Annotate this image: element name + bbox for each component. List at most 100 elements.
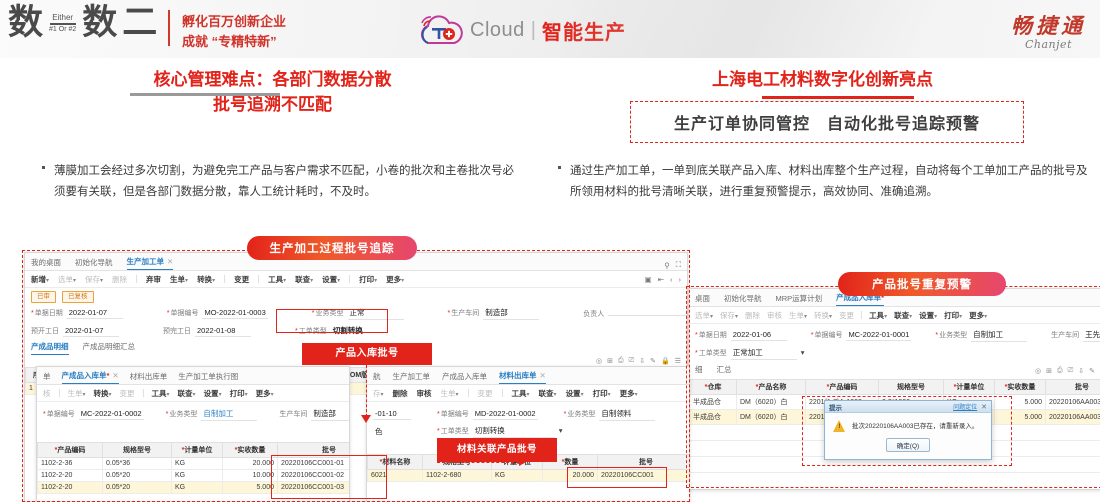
- toolbar-approve[interactable]: 审核: [767, 310, 782, 321]
- field-order-number[interactable]: *单据编号 MC-2022-01-0002: [43, 409, 144, 420]
- toolbar-linkquery[interactable]: 联查▾: [295, 274, 313, 285]
- toolbar-more[interactable]: 更多▾: [256, 388, 274, 399]
- toolbar-delete[interactable]: 删除: [393, 388, 408, 399]
- field-order-date[interactable]: *单据日期 2022-01-07: [31, 308, 123, 319]
- sort-icon[interactable]: ⇩: [639, 357, 645, 365]
- toolbar-generate-doc[interactable]: 生单▾: [68, 388, 86, 399]
- toolbar-change[interactable]: 变更: [234, 274, 249, 285]
- tab-init-nav[interactable]: 初始化导航: [724, 293, 762, 306]
- tab-close-icon[interactable]: ✕: [540, 371, 546, 380]
- table-row[interactable]: 1102-2-20 0.05*20 KG 10.000 20220106CC00…: [38, 470, 351, 482]
- problem-locate-link[interactable]: 问题定位: [953, 402, 977, 411]
- duplicate-batch-dialog[interactable]: 提示 问题定位 ✕ ! 批次20220106AA003已存在，请重新录入。 确定…: [824, 400, 992, 460]
- subtab-detail[interactable]: 细: [695, 364, 703, 377]
- toolbar-save[interactable]: 保存▾: [85, 274, 103, 285]
- copy-row-icon[interactable]: ⎙: [1057, 367, 1063, 375]
- toolbar-generate-doc[interactable]: 生单▾: [789, 310, 807, 321]
- locate-icon[interactable]: ◎: [596, 357, 602, 365]
- tab-mrp-plan[interactable]: MRP运算计划: [776, 293, 823, 306]
- window-material-out[interactable]: 航 生产加工单 产成品入库单 材料出库单✕ 存▾ 删除 审核 生单▾ 变更 工具…: [366, 366, 690, 502]
- tab-my-desktop[interactable]: 我的桌面: [31, 257, 61, 270]
- tab-close-icon[interactable]: ✕: [167, 257, 173, 266]
- ok-button[interactable]: 确定(Q): [886, 438, 930, 452]
- toolbar-settings[interactable]: 设置▾: [566, 388, 584, 399]
- tab-material-out[interactable]: 材料出库单: [130, 371, 168, 384]
- field-order-number[interactable]: *单据编号 MC-2022-01-0001: [811, 330, 912, 341]
- tab-exec-chart[interactable]: 生产加工单执行图: [178, 371, 238, 384]
- toolbar-delete[interactable]: 删除: [745, 310, 760, 321]
- field-work-order-type[interactable]: *工单类型 切割转换 ▾: [437, 425, 563, 438]
- filter-icon[interactable]: ☰: [675, 357, 681, 365]
- field-order-date[interactable]: *单据日期 2022-01-06: [695, 330, 787, 341]
- toolbar-save[interactable]: 存▾: [373, 388, 384, 399]
- toolbar-select-doc[interactable]: 选单▾: [58, 274, 76, 285]
- tab-doc[interactable]: 单: [43, 371, 51, 384]
- toolbar-change[interactable]: 变更: [839, 310, 854, 321]
- next-page-icon[interactable]: ›: [679, 275, 682, 284]
- tab-inbound-order[interactable]: 产成品入库单*✕: [62, 370, 119, 384]
- field-order-date[interactable]: -01-10: [373, 409, 411, 420]
- toolbar-change[interactable]: 变更: [120, 388, 135, 399]
- table-row[interactable]: 1102-2-36 0.05*36 KG 20.000 20220106CC00…: [38, 458, 351, 470]
- lock-icon[interactable]: 🔒: [661, 357, 670, 365]
- sort-icon[interactable]: ⇩: [1078, 367, 1084, 375]
- chevron-down-icon[interactable]: ▾: [801, 348, 805, 357]
- field-business-type[interactable]: *业务类型 正常: [312, 307, 404, 320]
- toolbar-print[interactable]: 打印▾: [944, 310, 962, 321]
- field-workshop[interactable]: 生产车间 制造部: [279, 408, 350, 421]
- toolbar-save[interactable]: 保存▾: [720, 310, 738, 321]
- field-business-type[interactable]: *业务类型 自制加工: [166, 408, 258, 421]
- toolbar-convert[interactable]: 转换▾: [814, 310, 832, 321]
- toolbar-convert[interactable]: 转换▾: [94, 388, 112, 399]
- grid-inbound-mid[interactable]: *产品编码 规格型号 *计量单位 *实收数量 批号 1102-2-36 0.05…: [37, 442, 350, 494]
- table-row[interactable]: 1102-2-20 0.05*20 KG 5.000 20220106CC001…: [38, 482, 351, 494]
- tab-close-icon[interactable]: ✕: [112, 371, 118, 380]
- toolbar-tools[interactable]: 工具▾: [152, 388, 170, 399]
- paste-row-icon[interactable]: ⎚: [1068, 367, 1074, 375]
- field-owner[interactable]: 负责人: [583, 309, 688, 319]
- field-plan-start[interactable]: 预开工日 2022-01-07: [31, 326, 119, 337]
- toolbar-generate-doc[interactable]: 生单▾: [170, 274, 188, 285]
- toolbar-tools[interactable]: 工具▾: [869, 310, 887, 321]
- add-row-icon[interactable]: ⊞: [607, 357, 613, 365]
- locate-icon[interactable]: ◎: [1035, 367, 1041, 375]
- toolbar-linkquery[interactable]: 联查▾: [894, 310, 912, 321]
- toolbar-tools[interactable]: 工具▾: [512, 388, 530, 399]
- field-order-number[interactable]: *单据编号 MO-2022-01-0003: [167, 308, 268, 319]
- toolbar-more[interactable]: 更多▾: [620, 388, 638, 399]
- toolbar-print[interactable]: 打印▾: [359, 274, 377, 285]
- paste-row-icon[interactable]: ⎚: [629, 357, 635, 365]
- fullscreen-icon[interactable]: ⛶: [676, 260, 681, 270]
- tab-init-nav[interactable]: 初始化导航: [75, 257, 113, 270]
- field-workshop[interactable]: 生产车间 王先云+1号机: [1051, 329, 1100, 342]
- field-work-order-type[interactable]: *工单类型 切割转换: [295, 325, 387, 337]
- tab-production-order[interactable]: 生产加工单✕: [127, 256, 174, 270]
- chevron-down-icon[interactable]: ▾: [559, 426, 563, 435]
- tab-nav[interactable]: 航: [373, 371, 381, 384]
- toolbar-delete[interactable]: 删除: [112, 274, 127, 285]
- subtab-finished-detail[interactable]: 产成品明细: [31, 341, 69, 355]
- prev-page-icon[interactable]: ‹: [670, 275, 673, 284]
- window-inbound-mid[interactable]: 单 产成品入库单*✕ 材料出库单 生产加工单执行图 核 生单▾ 转换▾ 变更 工…: [36, 366, 350, 502]
- toolbar-settings[interactable]: 设置▾: [322, 274, 340, 285]
- tab-material-out[interactable]: 材料出库单✕: [499, 370, 546, 384]
- field-business-type[interactable]: *业务类型 自制加工: [935, 329, 1027, 342]
- subtab-finished-summary[interactable]: 产成品明细汇总: [83, 341, 136, 355]
- grid-view-icon[interactable]: ▣: [645, 275, 652, 284]
- toolbar-settings[interactable]: 设置▾: [204, 388, 222, 399]
- toolbar-generate-doc[interactable]: 生单▾: [441, 388, 459, 399]
- add-row-icon[interactable]: ⊞: [1046, 367, 1052, 375]
- toolbar-more[interactable]: 更多▾: [969, 310, 987, 321]
- toolbar-linkquery[interactable]: 联查▾: [178, 388, 196, 399]
- search-icon[interactable]: ⚲: [664, 261, 670, 270]
- tab-inbound-order[interactable]: 产成品入库单: [442, 371, 487, 384]
- tab-production-order[interactable]: 生产加工单: [393, 371, 431, 384]
- toolbar-add[interactable]: 新增▾: [31, 274, 49, 285]
- toolbar-change[interactable]: 变更: [478, 388, 493, 399]
- edit-icon[interactable]: ✎: [650, 357, 656, 365]
- field-workshop[interactable]: *生产车间 制造部: [448, 307, 540, 320]
- field-order-number[interactable]: *单据编号 MD-2022-01-0002: [437, 409, 538, 420]
- subtab-summary[interactable]: 汇总: [717, 364, 732, 377]
- toolbar-convert[interactable]: 转换▾: [197, 274, 215, 285]
- toolbar-settings[interactable]: 设置▾: [919, 310, 937, 321]
